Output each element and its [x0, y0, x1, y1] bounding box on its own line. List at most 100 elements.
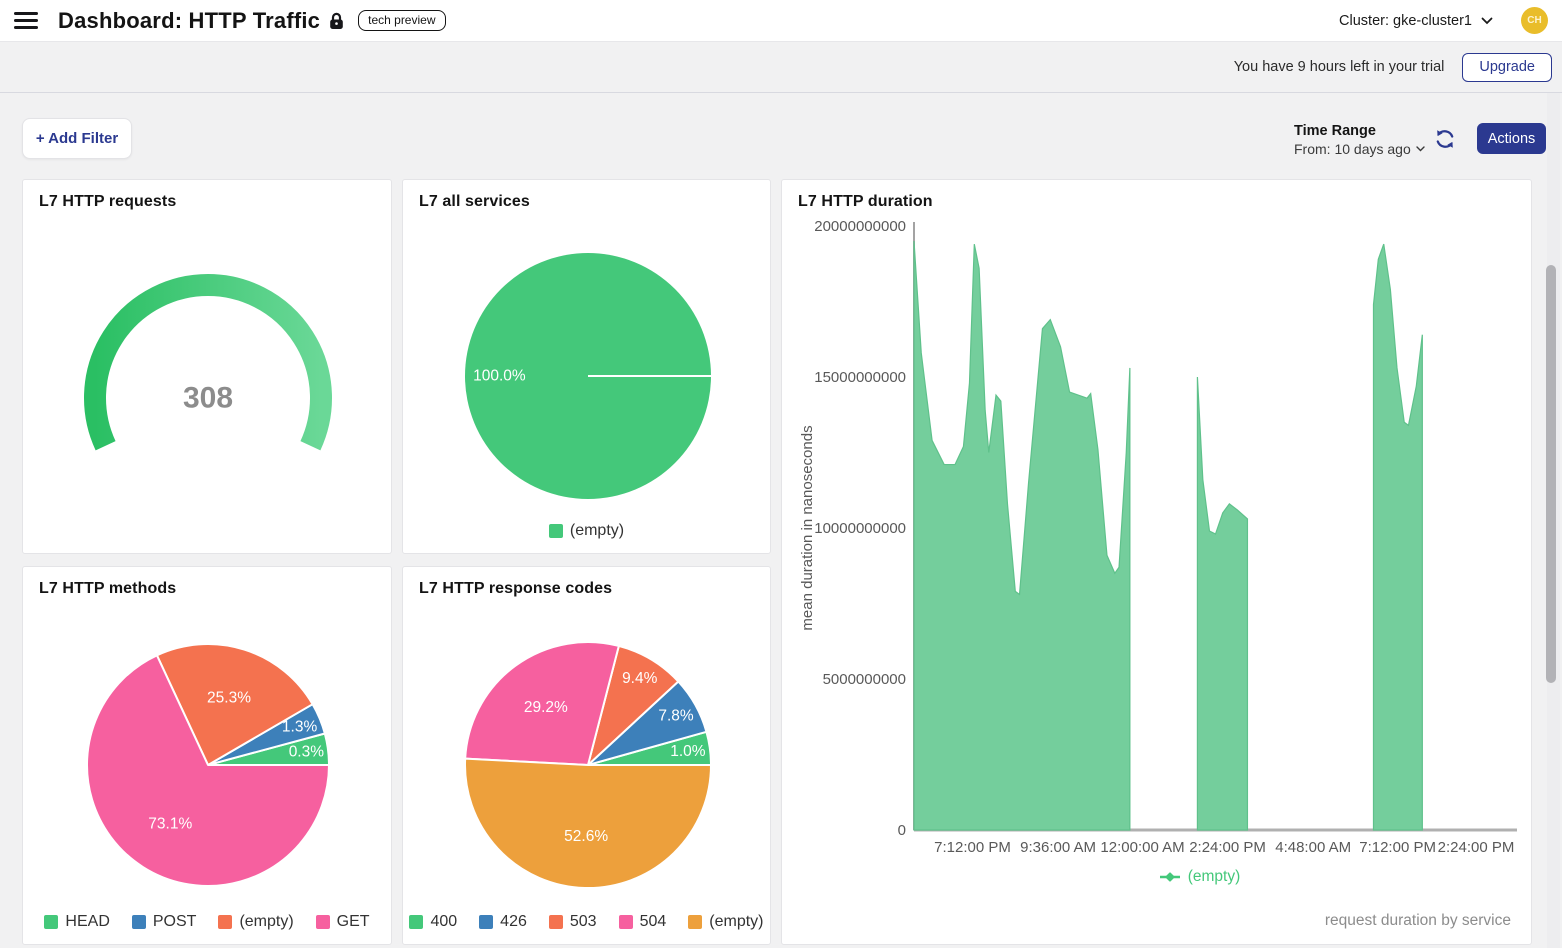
legend-item-426[interactable]: 426	[479, 913, 527, 931]
y-tick-label: 5000000000	[823, 671, 906, 688]
legend-label: (empty)	[569, 522, 625, 539]
legend-item-empty[interactable]: (empty)	[688, 913, 764, 931]
services-pie-chart[interactable]: 100.0%	[419, 212, 757, 512]
x-tick-label: 7:12:00 PM	[934, 839, 1011, 856]
duration-area-chart[interactable]: mean duration in nanoseconds 0 5000000000 1…	[798, 214, 1517, 862]
refresh-icon	[1436, 130, 1454, 148]
card-l7-http-response-codes: L7 HTTP response codes 1.0% 7.8% 9.4% 29.2%…	[402, 566, 771, 945]
legend-item-400[interactable]: 400	[409, 913, 457, 931]
card-l7-http-duration: L7 HTTP duration mean duration in nanose…	[781, 179, 1532, 945]
x-tick-label: 2:24:00 PM	[1438, 839, 1515, 856]
legend-item-empty[interactable]: (empty)	[548, 522, 625, 540]
tech-preview-badge: tech preview	[358, 10, 446, 31]
gauge-arc	[84, 274, 332, 451]
legend-label: 400	[430, 913, 458, 930]
legend-item-POST[interactable]: POST	[131, 913, 197, 931]
legend-item-empty[interactable]: (empty)	[1159, 868, 1241, 886]
y-tick-label: 20000000000	[814, 218, 906, 235]
trial-message: You have 9 hours left in your trial	[1233, 59, 1445, 75]
pie-slice-label: 100.0%	[473, 368, 526, 385]
page-title: Dashboard: HTTP Traffic	[58, 7, 321, 33]
upgrade-button[interactable]: Upgrade	[1462, 52, 1552, 82]
pie-slice-label: 9.4%	[622, 670, 658, 687]
time-range-control: Time Range From: 10 days ago	[1294, 123, 1425, 157]
response-codes-legend: 400 426 503 504 (empty)	[403, 913, 770, 931]
pie-slice[interactable]	[464, 757, 712, 889]
time-range-value-label: From: 10 days ago	[1294, 141, 1411, 157]
pie-slice-label: 52.6%	[564, 828, 608, 845]
legend-swatch	[688, 915, 703, 929]
card-title: L7 HTTP duration	[798, 193, 933, 210]
actions-button[interactable]: Actions	[1477, 123, 1546, 154]
time-range-value[interactable]: From: 10 days ago	[1294, 141, 1425, 157]
pie-slice-label: 73.1%	[148, 816, 192, 833]
line-marker-icon	[1159, 872, 1180, 882]
trial-banner: You have 9 hours left in your trial Upgr…	[0, 42, 1562, 93]
refresh-button[interactable]	[1433, 127, 1457, 151]
legend-item-empty[interactable]: (empty)	[218, 913, 294, 931]
legend-swatch	[315, 915, 330, 929]
area-series-segment[interactable]	[913, 241, 1131, 831]
duration-chart-footer: request duration by service	[1324, 912, 1511, 929]
scrollbar-thumb[interactable]	[1546, 265, 1556, 683]
methods-pie-chart[interactable]: 0.3% 1.3% 25.3% 73.1%	[39, 601, 377, 901]
duration-legend: (empty)	[898, 868, 1501, 886]
legend-swatch	[409, 915, 424, 929]
services-legend: (empty)	[403, 522, 770, 540]
legend-item-GET[interactable]: GET	[315, 913, 370, 931]
methods-legend: HEAD POST (empty) GET	[23, 913, 391, 931]
scrollbar-track[interactable]	[1546, 93, 1560, 948]
y-tick-label: 0	[898, 822, 906, 839]
legend-label: GET	[336, 913, 370, 930]
gauge-value: 308	[183, 382, 233, 415]
top-bar: Dashboard: HTTP Traffic tech preview Clu…	[0, 0, 1562, 42]
legend-label: 503	[569, 913, 597, 930]
hamburger-menu-icon[interactable]	[14, 12, 38, 29]
legend-swatch	[131, 915, 146, 929]
legend-item-504[interactable]: 504	[618, 913, 666, 931]
area-series-segment[interactable]	[1372, 243, 1423, 831]
x-tick-label: 7:12:00 PM	[1359, 839, 1436, 856]
legend-label: HEAD	[65, 913, 110, 930]
x-tick-label: 4:48:00 AM	[1275, 839, 1351, 856]
chevron-down-icon	[1481, 17, 1493, 24]
y-tick-label: 10000000000	[814, 520, 906, 537]
legend-swatch	[548, 915, 563, 929]
card-title: L7 HTTP requests	[39, 193, 177, 210]
legend-label: (empty)	[709, 913, 764, 930]
card-title: L7 HTTP response codes	[419, 580, 613, 597]
card-title: L7 HTTP methods	[39, 580, 177, 597]
pie-slice-label: 1.0%	[670, 743, 706, 760]
chevron-down-icon	[1416, 146, 1425, 152]
card-l7-all-services: L7 all services 100.0% (empty)	[402, 179, 771, 554]
pie-slice[interactable]	[464, 641, 620, 766]
legend-label: POST	[152, 913, 197, 930]
y-tick-label: 15000000000	[814, 369, 906, 386]
cluster-selector-label: Cluster: gke-cluster1	[1339, 12, 1472, 29]
response-codes-pie-chart[interactable]: 1.0% 7.8% 9.4% 29.2% 52.6%	[419, 601, 757, 901]
add-filter-button[interactable]: + Add Filter	[22, 118, 132, 159]
area-series-segment[interactable]	[1196, 376, 1249, 831]
x-tick-label: 9:36:00 AM	[1020, 839, 1096, 856]
legend-item-HEAD[interactable]: HEAD	[44, 913, 110, 931]
pie-slice[interactable]	[86, 654, 330, 887]
legend-label: 426	[500, 913, 527, 930]
pie-slice-label: 29.2%	[524, 699, 568, 716]
lock-icon	[329, 12, 344, 30]
pie-slice[interactable]	[155, 643, 314, 766]
legend-swatch	[479, 915, 494, 929]
card-l7-http-requests: L7 HTTP requests 308	[22, 179, 392, 554]
legend-item-503[interactable]: 503	[548, 913, 597, 931]
y-axis-label: mean duration in nanoseconds	[799, 425, 816, 630]
legend-label: (empty)	[239, 913, 294, 930]
pie-slice-label: 25.3%	[207, 690, 251, 707]
pie-slice-label: 0.3%	[289, 743, 325, 760]
cluster-selector[interactable]: Cluster: gke-cluster1	[1339, 13, 1493, 29]
x-tick-label: 2:24:00 PM	[1189, 839, 1266, 856]
user-avatar[interactable]: CH	[1521, 7, 1548, 34]
legend-swatch	[548, 524, 563, 538]
legend-label: (empty)	[1187, 868, 1241, 885]
legend-swatch	[44, 915, 59, 929]
requests-gauge-chart[interactable]: 308	[39, 220, 377, 510]
card-title: L7 all services	[419, 193, 530, 210]
